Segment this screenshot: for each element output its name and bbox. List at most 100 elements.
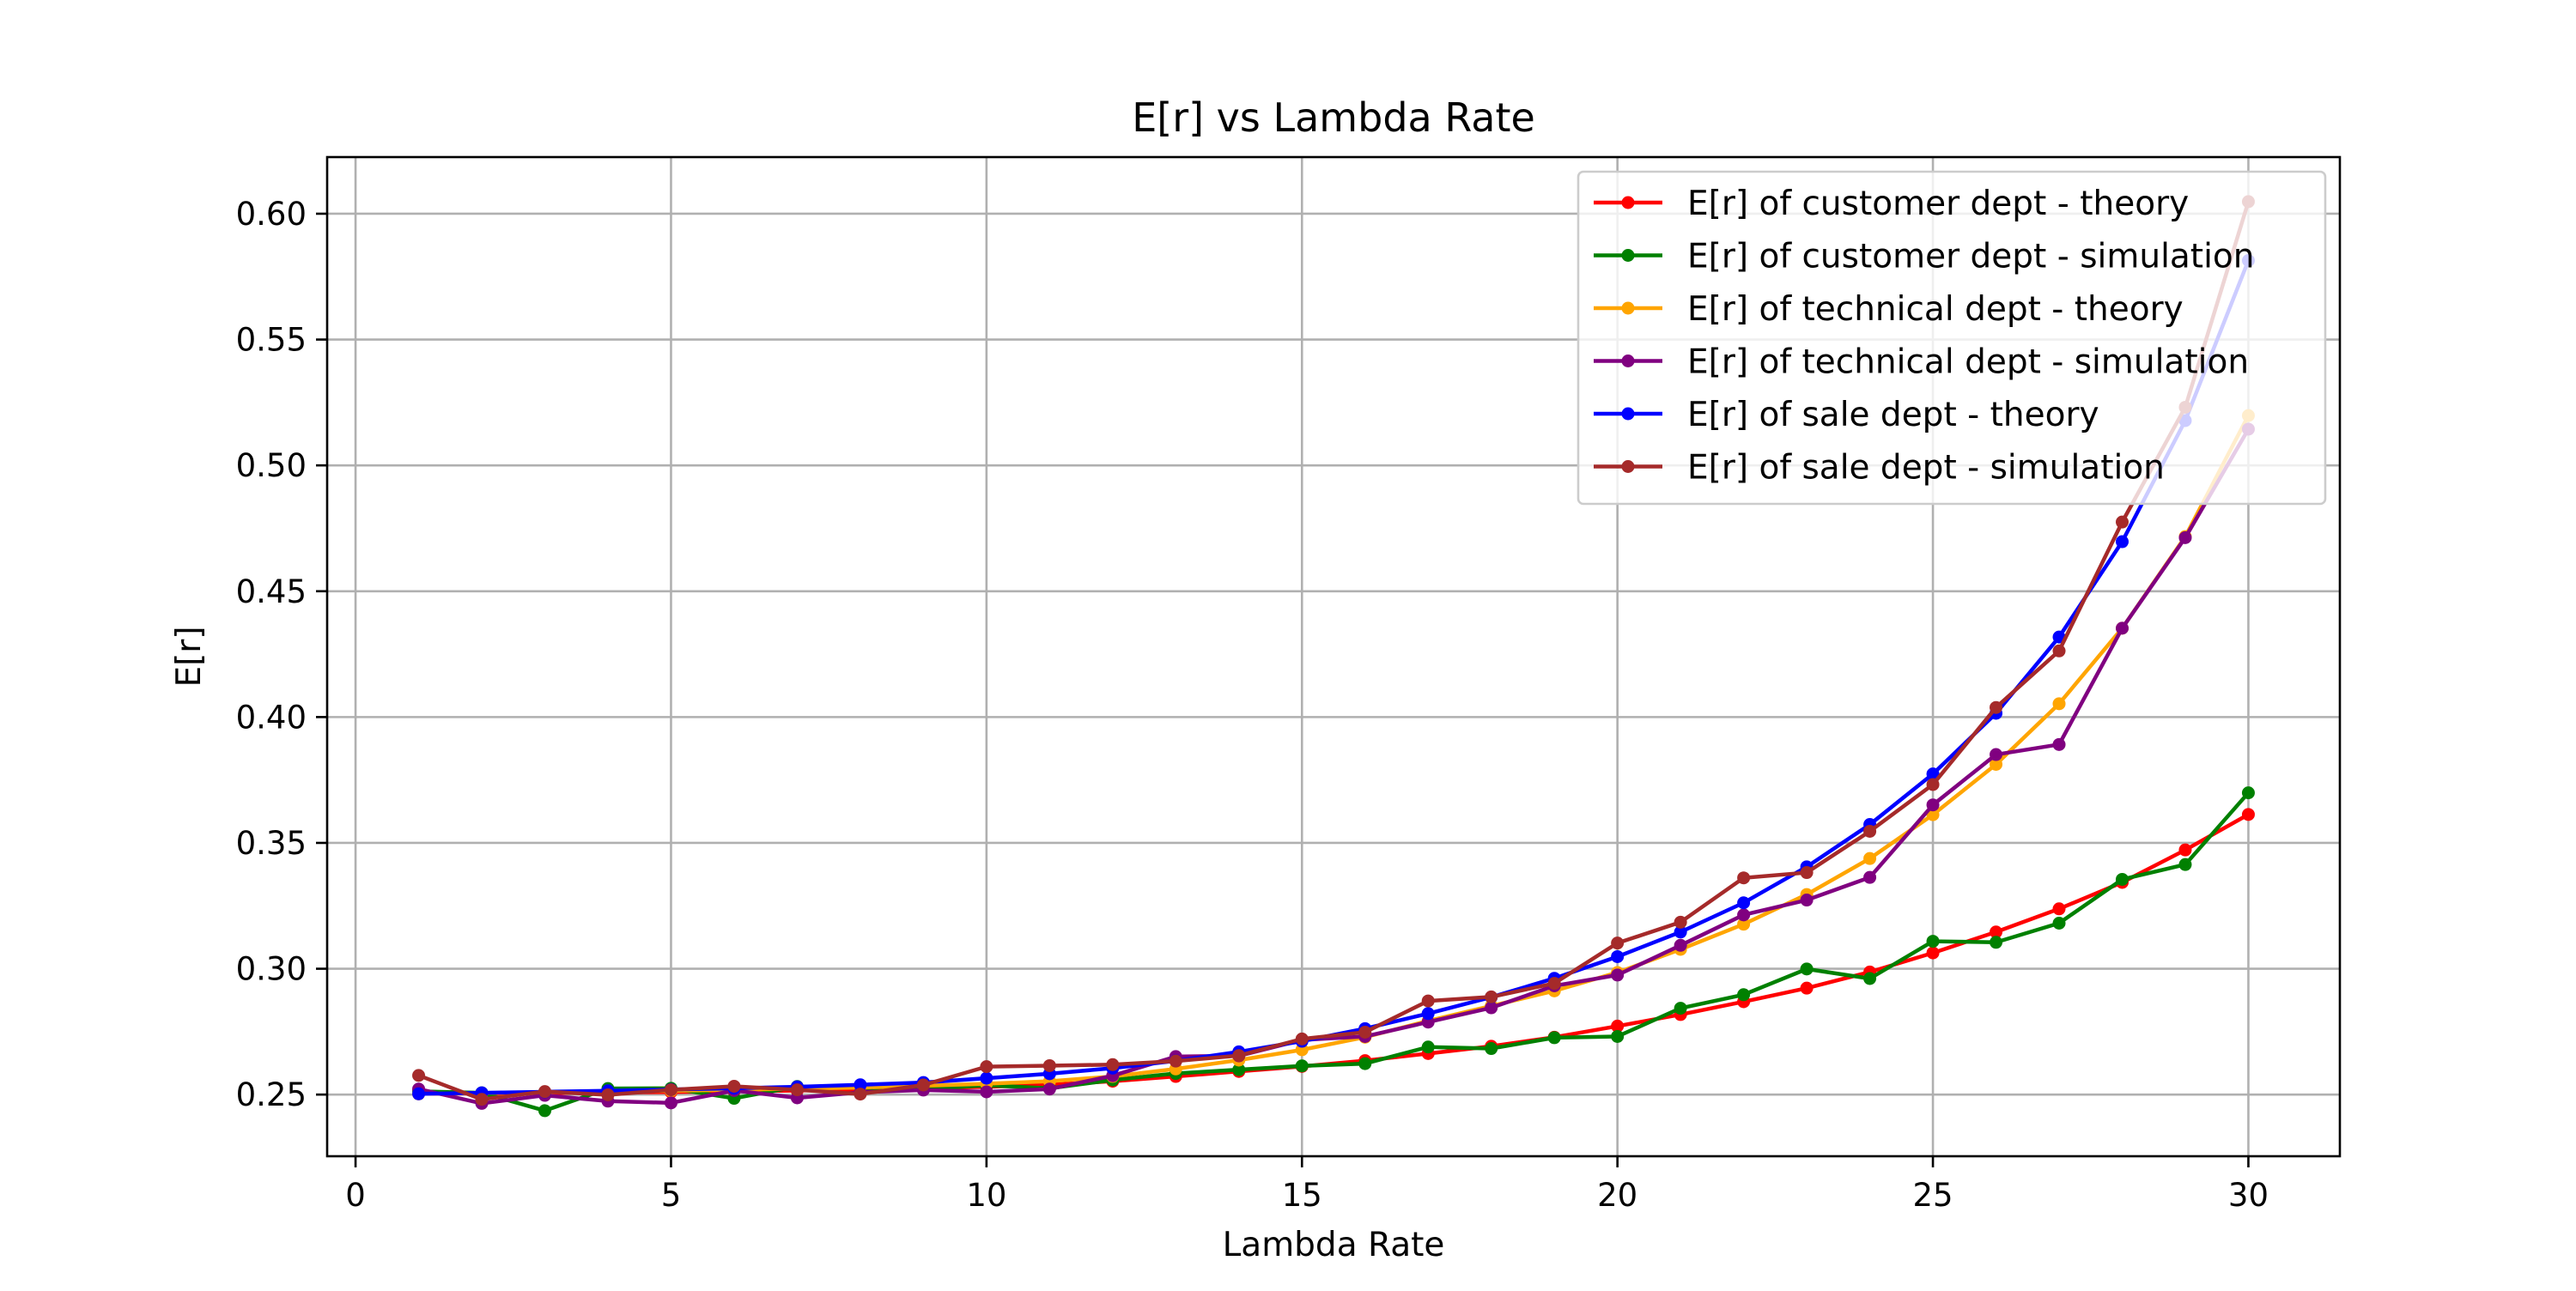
legend-marker bbox=[1621, 355, 1635, 367]
data-point bbox=[1990, 925, 2003, 939]
data-point bbox=[1737, 918, 1751, 931]
y-tick-label: 0.50 bbox=[236, 447, 307, 484]
axis-ticks: 0 5 10 15 20 25 30 0.25 0.30 0.35 0.40 0.45 0.50 0.55… bbox=[236, 196, 2269, 1214]
x-tick-label: 5 bbox=[661, 1177, 682, 1214]
x-tick-label: 25 bbox=[1913, 1177, 1953, 1214]
series-line bbox=[416, 199, 2251, 1101]
data-point bbox=[1421, 994, 1435, 1008]
data-point bbox=[790, 1083, 804, 1097]
data-point bbox=[1611, 949, 1625, 963]
data-point bbox=[2116, 535, 2129, 549]
legend-item: E[r] of customer dept - theory bbox=[1594, 185, 2189, 223]
data-point bbox=[1295, 1032, 1309, 1046]
x-tick-label: 0 bbox=[345, 1177, 366, 1214]
data-point bbox=[1547, 977, 1561, 991]
data-point bbox=[1990, 748, 2003, 761]
y-axis-label: E[r] bbox=[170, 626, 209, 687]
data-point bbox=[727, 1079, 741, 1093]
data-point bbox=[1232, 1049, 1246, 1063]
data-point bbox=[2052, 644, 2066, 658]
legend-item: E[r] of customer dept - simulation bbox=[1594, 238, 2255, 276]
data-point bbox=[412, 1069, 426, 1082]
legend-marker bbox=[1621, 407, 1635, 421]
data-point bbox=[538, 1085, 551, 1099]
data-point bbox=[2241, 786, 2255, 800]
legend-label: E[r] of customer dept - simulation bbox=[1687, 238, 2255, 276]
legend-item: E[r] of sale dept - simulation bbox=[1594, 449, 2165, 488]
data-point bbox=[854, 1078, 867, 1092]
x-tick-label: 15 bbox=[1282, 1177, 1322, 1214]
data-point bbox=[916, 1078, 930, 1092]
legend-label: E[r] of sale dept - simulation bbox=[1687, 449, 2165, 488]
data-point bbox=[664, 1096, 677, 1110]
x-axis-label: Lambda Rate bbox=[1223, 1226, 1445, 1264]
legend-label: E[r] of technical dept - theory bbox=[1687, 290, 2184, 329]
data-point bbox=[1800, 894, 1814, 907]
legend-item: E[r] of technical dept - theory bbox=[1594, 290, 2184, 329]
x-tick-label: 30 bbox=[2228, 1177, 2269, 1214]
data-point bbox=[2178, 530, 2192, 544]
data-point bbox=[1042, 1058, 1056, 1072]
data-point bbox=[1737, 908, 1751, 922]
y-tick-label: 0.40 bbox=[236, 699, 307, 736]
data-point bbox=[2178, 843, 2192, 857]
x-tick-label: 10 bbox=[966, 1177, 1006, 1214]
data-point bbox=[1485, 990, 1498, 1003]
data-point bbox=[664, 1083, 677, 1097]
data-point bbox=[601, 1088, 615, 1101]
legend-label: E[r] of customer dept - theory bbox=[1687, 185, 2189, 223]
data-point bbox=[1863, 824, 1877, 838]
data-point bbox=[538, 1104, 551, 1118]
series-line bbox=[416, 426, 2251, 1106]
chart-title: E[r] vs Lambda Rate bbox=[1132, 94, 1535, 141]
data-point bbox=[2178, 858, 2192, 871]
data-point bbox=[1106, 1058, 1120, 1071]
y-tick-label: 0.45 bbox=[236, 573, 307, 610]
data-point bbox=[1485, 1042, 1498, 1056]
legend-marker bbox=[1621, 196, 1635, 209]
data-point bbox=[1611, 968, 1625, 982]
data-point bbox=[1295, 1059, 1309, 1073]
data-point bbox=[1232, 1063, 1246, 1076]
data-point bbox=[1611, 936, 1625, 950]
data-point bbox=[2052, 902, 2066, 916]
data-point bbox=[1674, 938, 1687, 952]
y-tick-label: 0.55 bbox=[236, 322, 307, 359]
data-point bbox=[475, 1093, 489, 1106]
data-point bbox=[1042, 1082, 1056, 1096]
data-point bbox=[1421, 1040, 1435, 1054]
data-point bbox=[1863, 852, 1877, 865]
data-point bbox=[1358, 1025, 1372, 1039]
data-point bbox=[1926, 798, 1940, 812]
data-point bbox=[980, 1060, 993, 1074]
data-point bbox=[1990, 700, 2003, 714]
data-point bbox=[1674, 925, 1687, 939]
data-point bbox=[1800, 866, 1814, 880]
data-point bbox=[1485, 1001, 1498, 1015]
data-point bbox=[980, 1071, 993, 1085]
data-point bbox=[1990, 936, 2003, 949]
data-point bbox=[2052, 697, 2066, 711]
data-point bbox=[412, 1087, 426, 1100]
data-point bbox=[1674, 915, 1687, 929]
data-point bbox=[1358, 1057, 1372, 1070]
legend: E[r] of customer dept - theory E[r] of cu… bbox=[1577, 170, 2327, 506]
y-tick-label: 0.60 bbox=[236, 196, 307, 233]
series-line bbox=[416, 790, 2251, 1113]
data-point bbox=[980, 1085, 993, 1099]
data-point bbox=[1674, 1002, 1687, 1015]
legend-marker bbox=[1621, 301, 1635, 315]
grid bbox=[327, 157, 2340, 1156]
y-tick-label: 0.35 bbox=[236, 825, 307, 862]
data-point bbox=[1863, 972, 1877, 985]
data-point bbox=[1800, 962, 1814, 976]
data-point bbox=[2116, 621, 2129, 635]
data-point bbox=[1421, 1007, 1435, 1021]
data-point bbox=[1990, 757, 2003, 771]
data-point bbox=[1926, 778, 1940, 791]
y-tick-label: 0.25 bbox=[236, 1076, 307, 1113]
data-point bbox=[1926, 767, 1940, 781]
data-point bbox=[2116, 515, 2129, 529]
legend-item: E[r] of sale dept - theory bbox=[1594, 396, 2099, 434]
